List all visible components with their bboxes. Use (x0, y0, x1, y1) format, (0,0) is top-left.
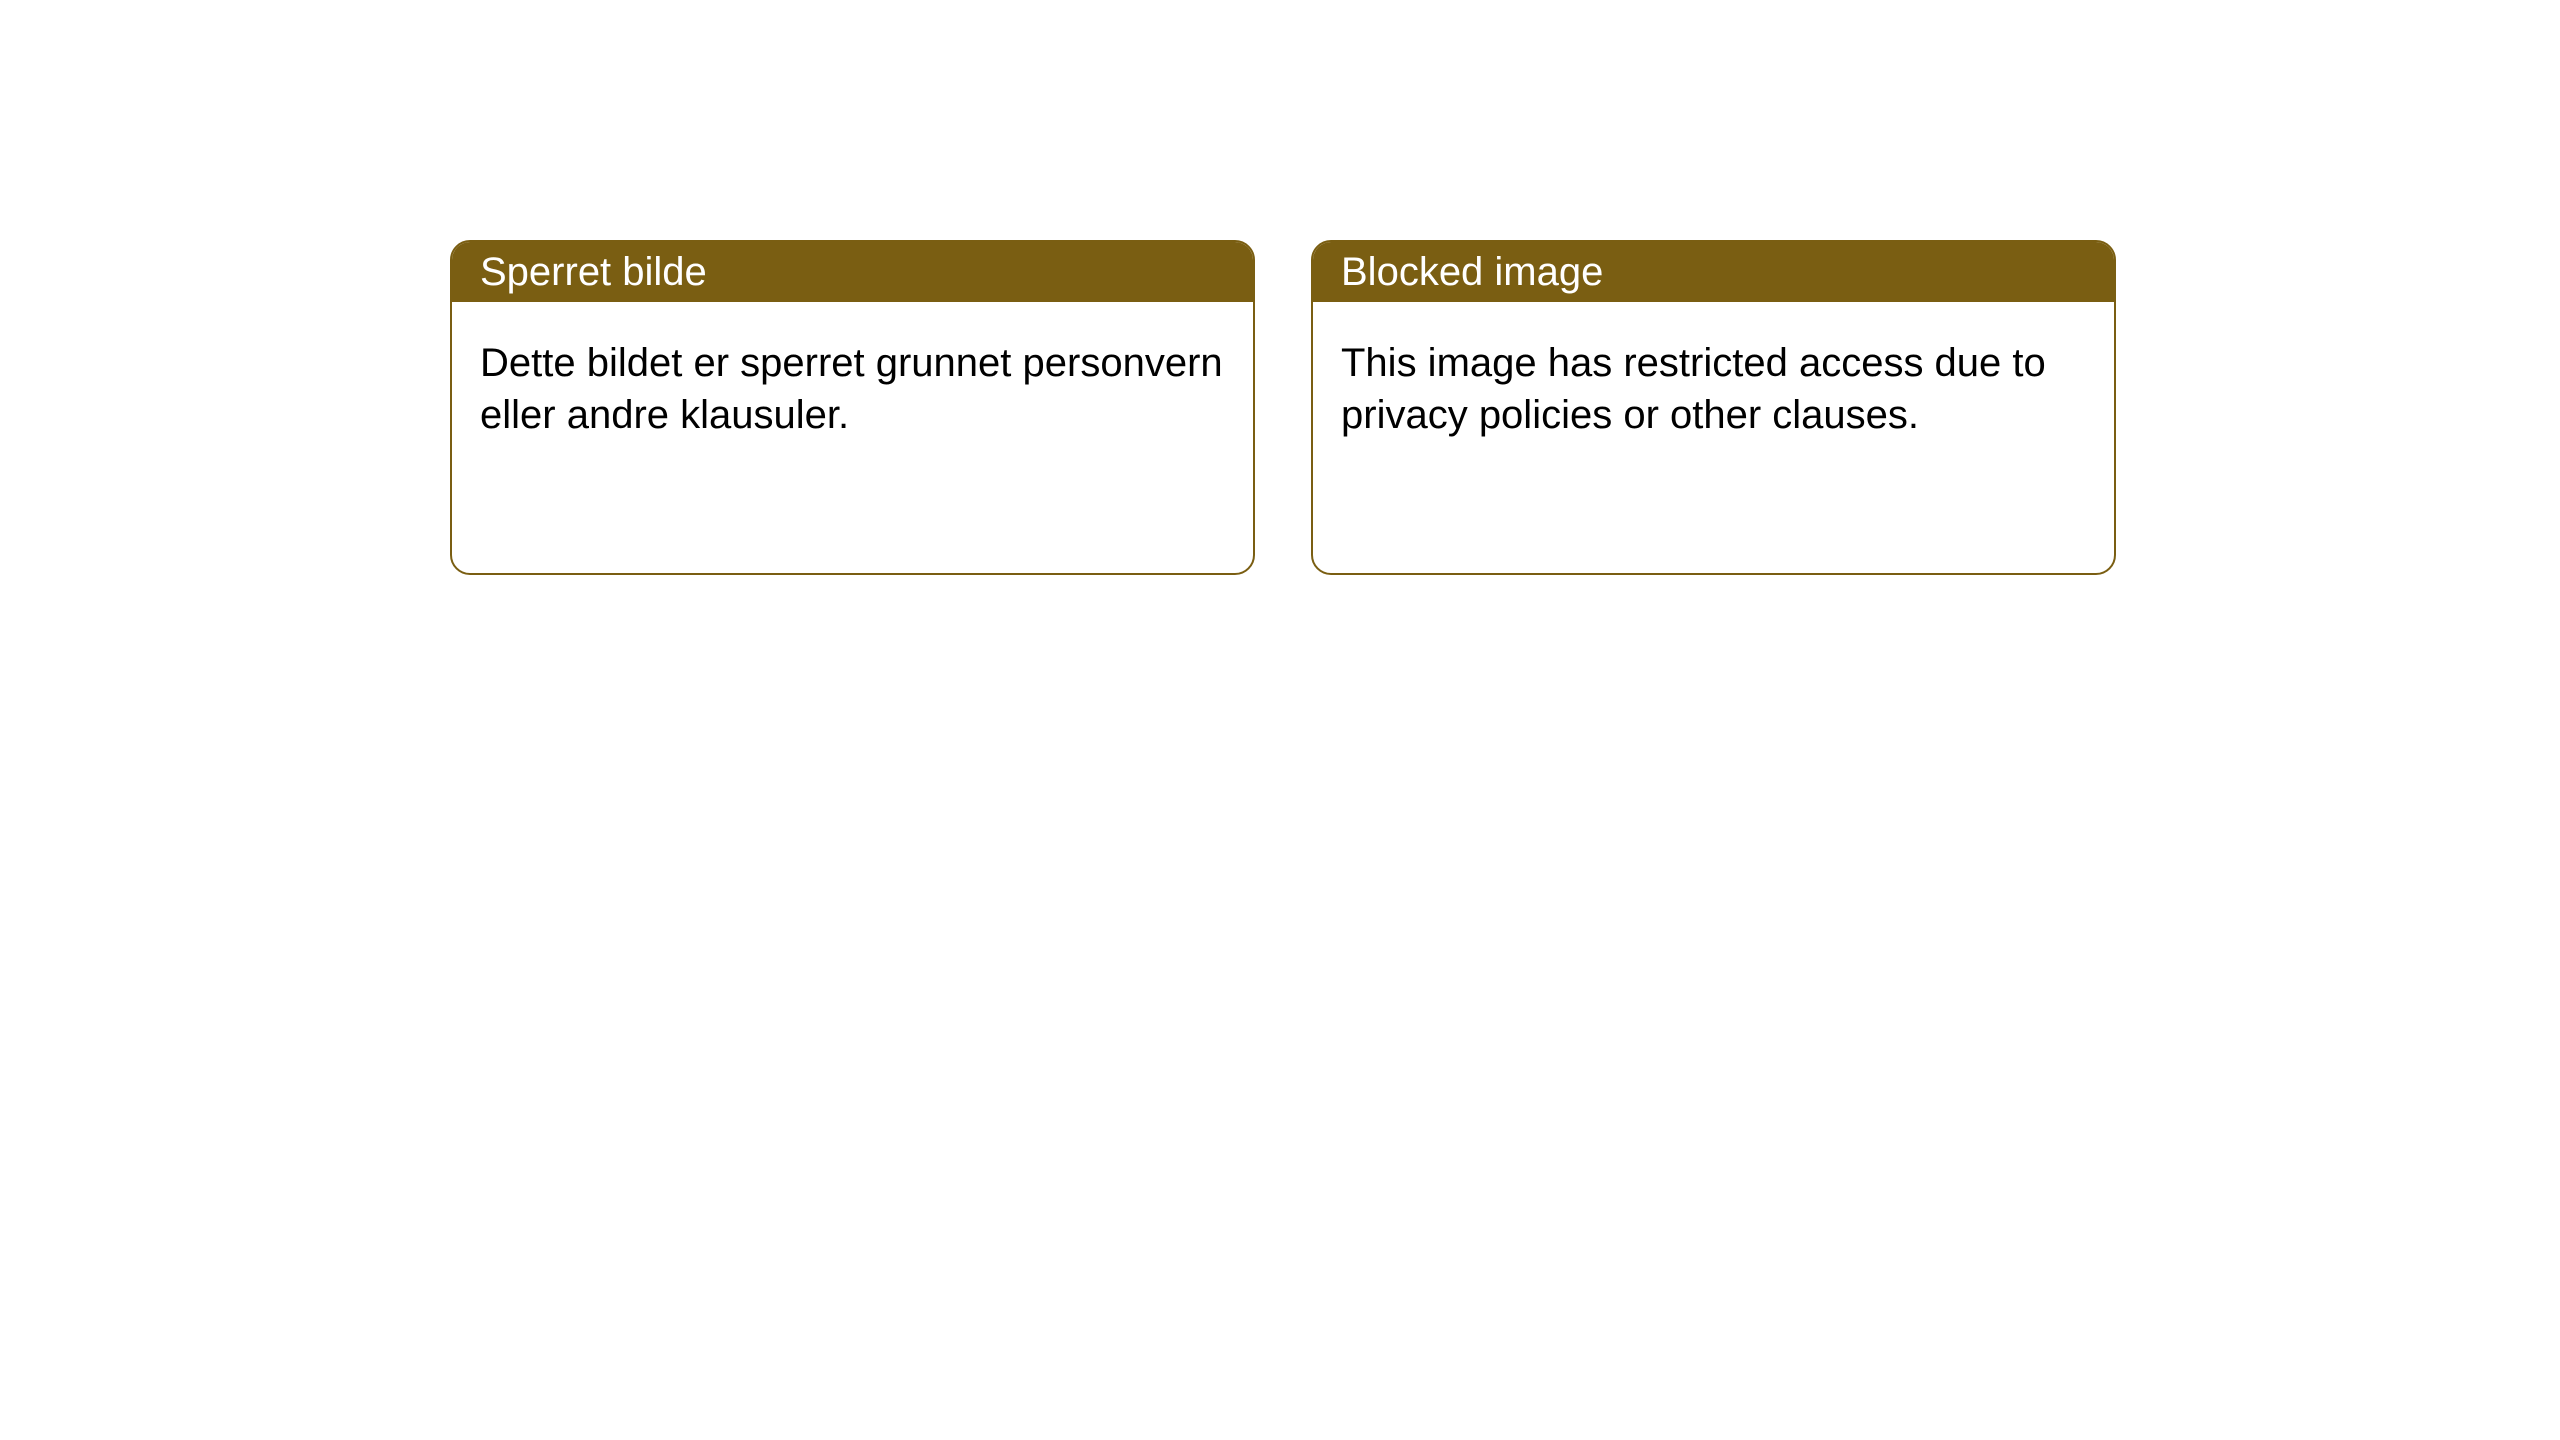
notice-card-norwegian: Sperret bilde Dette bildet er sperret gr… (450, 240, 1255, 575)
notice-text: Dette bildet er sperret grunnet personve… (480, 341, 1223, 437)
notice-header: Blocked image (1313, 242, 2114, 302)
notice-text: This image has restricted access due to … (1341, 341, 2046, 437)
notice-card-english: Blocked image This image has restricted … (1311, 240, 2116, 575)
notice-container: Sperret bilde Dette bildet er sperret gr… (0, 0, 2560, 575)
notice-body: This image has restricted access due to … (1313, 302, 2114, 476)
notice-title: Sperret bilde (480, 250, 707, 295)
notice-title: Blocked image (1341, 250, 1603, 295)
notice-header: Sperret bilde (452, 242, 1253, 302)
notice-body: Dette bildet er sperret grunnet personve… (452, 302, 1253, 476)
